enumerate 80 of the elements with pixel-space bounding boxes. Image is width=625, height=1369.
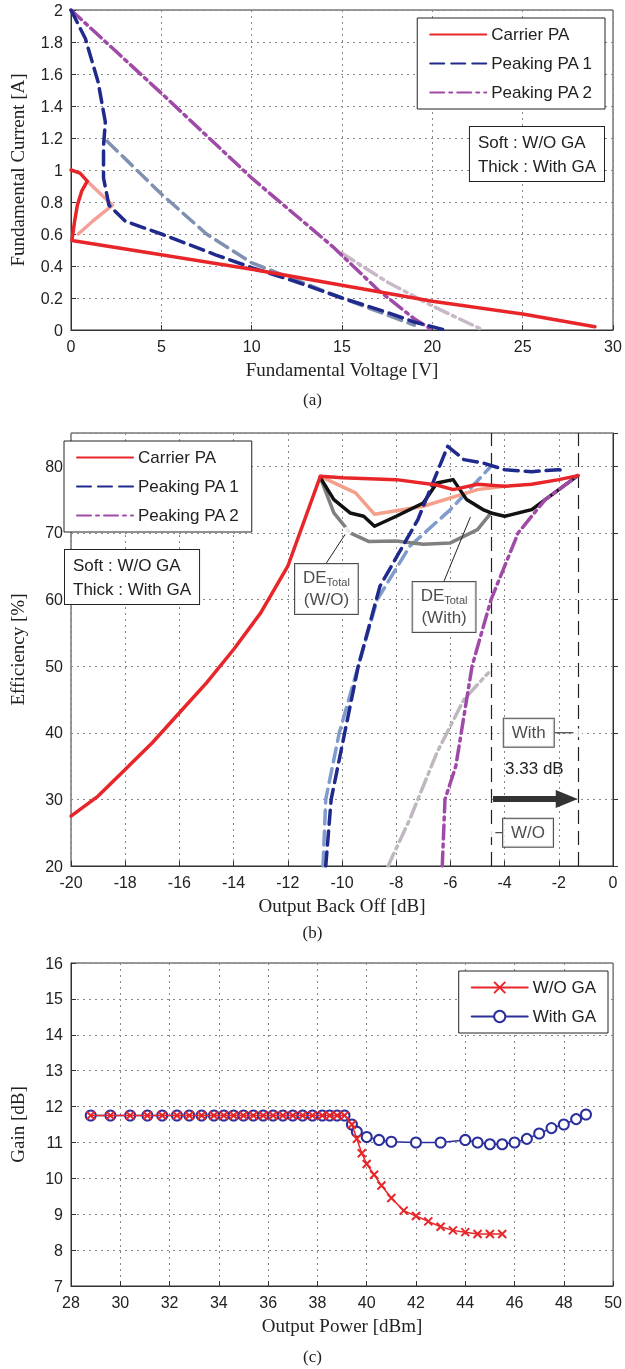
y-tick-label: 1.6 — [40, 65, 64, 83]
y-tick-label: 1.4 — [40, 97, 64, 115]
x-tick-label: -4 — [497, 873, 512, 891]
x-tick-label: 25 — [513, 337, 532, 355]
y-tick-label: 1.8 — [40, 33, 64, 51]
x-tick-label: 30 — [111, 1293, 130, 1311]
y-tick-label: 15 — [45, 990, 64, 1008]
x-tick-label: 40 — [357, 1293, 376, 1311]
y-axis-title: Fundamental Current [A] — [7, 73, 28, 267]
x-tick-label: 30 — [604, 337, 622, 355]
x-axis-title: Output Power [dBm] — [261, 1315, 423, 1336]
x-tick-label: 0 — [66, 337, 76, 355]
y-tick-label: 1 — [54, 161, 64, 179]
legend-label: With GA — [532, 1007, 597, 1026]
x-tick-label: 42 — [407, 1293, 425, 1311]
legend-label: Peaking PA 1 — [491, 54, 593, 73]
x-tick-label: 50 — [604, 1293, 623, 1311]
y-tick-label: 0.4 — [40, 257, 64, 275]
x-tick-label: 48 — [554, 1293, 573, 1311]
y-tick-label: 70 — [45, 524, 64, 542]
x-tick-label: -8 — [389, 873, 404, 891]
x-tick-label: -6 — [443, 873, 458, 891]
legend-label: Peaking PA 2 — [138, 506, 239, 525]
x-tick-label: 46 — [505, 1293, 524, 1311]
annotation: With — [511, 723, 546, 743]
y-tick-label: 20 — [45, 857, 64, 875]
y-tick-label: 2 — [54, 1, 64, 19]
x-tick-label: -12 — [276, 873, 300, 891]
x-axis-title: Fundamental Voltage [V] — [245, 359, 439, 380]
x-tick-label: 15 — [333, 337, 351, 355]
x-tick-label: 10 — [242, 337, 261, 355]
y-tick-label: 8 — [54, 1241, 64, 1259]
x-tick-label: 28 — [62, 1293, 80, 1311]
y-tick-label: 10 — [45, 1169, 64, 1187]
text: (b) — [302, 923, 323, 942]
x-tick-label: -14 — [222, 873, 246, 891]
x-tick-label: -2 — [551, 873, 567, 891]
legend-label: Carrier PA — [491, 25, 570, 44]
x-tick-label: 34 — [209, 1293, 228, 1311]
y-tick-label: 80 — [45, 457, 64, 475]
y-tick-label: 14 — [45, 1026, 64, 1044]
legend-label: Peaking PA 1 — [138, 477, 239, 496]
x-tick-label: -20 — [59, 873, 83, 891]
x-tick-label: 5 — [156, 337, 166, 355]
legend-label: Peaking PA 2 — [491, 83, 593, 102]
y-tick-label: 7 — [54, 1277, 64, 1295]
y-tick-label: 1.2 — [40, 129, 64, 147]
x-tick-label: 0 — [608, 873, 618, 891]
y-tick-label: 0.8 — [40, 193, 64, 211]
y-tick-label: 16 — [45, 954, 64, 972]
y-tick-label: 50 — [45, 657, 64, 675]
legend-label: Carrier PA — [138, 448, 217, 467]
y-tick-label: 12 — [45, 1098, 64, 1116]
y-tick-label: 60 — [45, 591, 64, 609]
y-tick-label: 0.2 — [40, 289, 64, 307]
y-tick-label: 9 — [54, 1205, 64, 1223]
x-tick-label: 20 — [423, 337, 442, 355]
text: (c) — [303, 1347, 322, 1366]
y-axis-title: Gain [dB] — [7, 1086, 28, 1163]
annotation: Soft : W/O GA Thick : With GA — [73, 555, 192, 599]
x-tick-label: 38 — [308, 1293, 327, 1311]
y-tick-label: 30 — [45, 790, 64, 808]
annotation: Soft : W/O GA Thick : With GA — [477, 132, 597, 176]
x-axis-title: Output Back Off [dB] — [258, 895, 426, 916]
x-tick-label: 32 — [160, 1293, 179, 1311]
y-tick-label: 40 — [45, 724, 64, 742]
x-tick-label: -18 — [113, 873, 137, 891]
x-tick-label: 44 — [456, 1293, 475, 1311]
y-tick-label: 13 — [45, 1062, 64, 1080]
legend-label: W/O GA — [532, 978, 597, 997]
x-tick-label: -16 — [167, 873, 192, 891]
y-tick-label: 0 — [54, 321, 64, 339]
annotation: 3.33 dB — [504, 759, 565, 780]
text: (a) — [303, 390, 322, 409]
y-tick-label: 0.6 — [40, 225, 64, 243]
x-tick-label: 36 — [259, 1293, 278, 1311]
annotation: W/O — [511, 823, 546, 843]
y-axis-title: Efficiency [%] — [7, 593, 28, 706]
x-tick-label: -10 — [330, 873, 354, 891]
y-tick-label: 11 — [46, 1133, 64, 1151]
